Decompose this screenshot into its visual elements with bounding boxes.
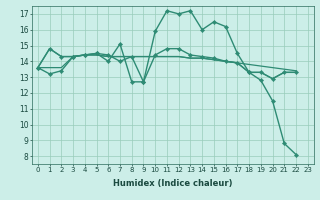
X-axis label: Humidex (Indice chaleur): Humidex (Indice chaleur) (113, 179, 233, 188)
